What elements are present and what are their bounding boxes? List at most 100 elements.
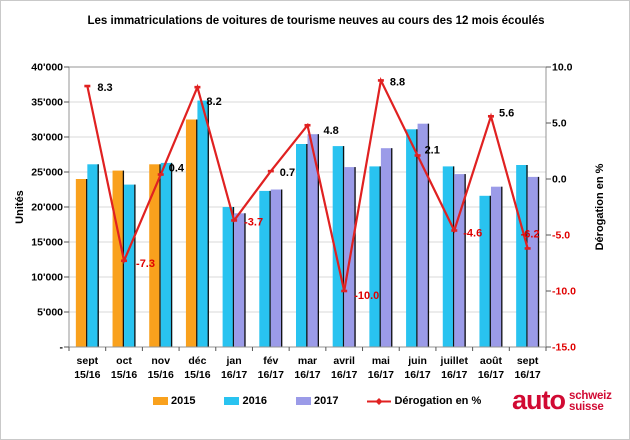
line-point-marker [121,259,128,263]
bar-edge [269,190,271,347]
bar-2017 [307,134,319,347]
x-label-month: déc [188,355,206,367]
line-point-marker [267,169,274,173]
legend-item-2016: 2016 [224,395,267,407]
line-point-marker [377,79,384,82]
x-label-month: fév [263,355,278,367]
right-axis-title: Dérogation en % [594,163,606,250]
bar-edge [537,176,540,347]
bar-edge [86,179,88,347]
x-label-year: 16/17 [441,369,467,381]
right-axis-label: -15.0 [552,342,576,354]
bar-edge [526,165,528,347]
bar-edge [464,174,466,347]
bar-2016 [124,184,136,347]
bar-edge [317,134,319,347]
bar-2016 [87,164,99,347]
line-point-marker [84,84,91,88]
right-axis-label: 10.0 [552,62,573,74]
bar-2015 [75,179,88,347]
legend-item-d-rogation-en-: Dérogation en % [367,395,481,407]
x-label-year: 16/17 [294,369,320,381]
bar-edge [97,164,99,347]
line-point-marker [194,85,201,89]
line-point-marker [341,289,348,293]
bar-2017 [417,123,430,347]
bar-edge [281,189,283,347]
x-label-month: mar [298,355,317,367]
legend-label: 2016 [242,395,267,407]
point-label: -7.3 [136,258,155,270]
plot-area: 40'000 35'000 30'000 25'000 20'000 15'000 10'0… [31,62,576,382]
left-axis-label: 30'000 [31,132,63,144]
x-label-year: 16/17 [515,369,541,381]
x-label-year: 16/17 [368,369,394,381]
x-label-year: 16/17 [331,369,357,381]
left-axis-label: 5'000 [37,307,63,319]
bar-edge [306,144,308,347]
left-axis-label: 20'000 [31,202,63,214]
bar-edge [489,195,491,347]
bar-2016 [222,207,235,347]
bar-2017 [490,186,503,347]
left-axis-label: 25'000 [31,167,63,179]
line-point-marker [304,123,311,127]
right-axis-label: 0.0 [552,174,567,186]
bar-edge [416,129,418,347]
x-label-month: mai [372,355,390,367]
bar-2015 [185,119,198,347]
chart-legend: 2015 2016 2017 Dérogation en % [153,395,481,407]
bar-edge [207,100,209,347]
point-label: -6.2 [521,228,540,240]
bar-2017 [527,176,540,347]
chart-title: Les immatriculations de voitures de tour… [87,15,545,27]
legend-label: 2015 [171,395,196,407]
x-label-month: jan [226,355,242,367]
x-label-year: 15/16 [74,369,100,381]
line-point-marker [231,219,238,222]
bar-2015 [112,170,125,347]
left-axis-label: - [60,342,64,354]
point-label: 8.3 [97,82,112,94]
bar-edge [134,184,136,347]
x-label-month: oct [116,355,132,367]
x-label-month: août [480,355,503,367]
legend-swatch [224,397,240,405]
line-point-marker [414,154,421,157]
point-label: 2.1 [425,144,440,156]
right-axis-label: -10.0 [552,286,576,298]
left-axis-label: 10'000 [31,272,63,284]
right-axis-label: 5.0 [552,118,567,130]
x-label-month: juillet [440,355,469,367]
bar-edge [501,186,503,347]
legend-label: Dérogation en % [394,395,482,407]
bar-edge [159,164,161,347]
bar-2017 [454,174,466,347]
bar-2016 [197,100,209,347]
bar-2017 [234,213,246,347]
bar-edge [196,119,198,347]
bar-2016 [442,166,455,347]
x-label-year: 16/17 [478,369,504,381]
x-label-year: 15/16 [184,369,210,381]
x-label-month: nov [151,355,170,367]
legend-swatch [295,397,311,405]
legend-item-2015: 2015 [153,395,195,407]
bar-2016 [259,190,271,347]
legend-swatch [153,397,168,405]
bar-2016 [296,144,308,347]
bar-edge [452,166,455,347]
point-label: 0.4 [169,163,185,175]
bar-2016 [369,166,381,347]
left-axis-label: 40'000 [31,62,63,74]
bar-edge [244,213,246,347]
legend-item-2017: 2017 [295,395,338,407]
point-label: 8.2 [206,96,221,108]
bar-edge [379,166,381,347]
x-label-month: juin [407,355,427,367]
left-axis-title: Unités [14,190,26,224]
logo-word: auto [512,385,566,415]
x-label-year: 16/17 [221,369,247,381]
chart-canvas: 40'000 35'000 30'000 25'000 20'000 15'000 10'0… [14,62,606,382]
